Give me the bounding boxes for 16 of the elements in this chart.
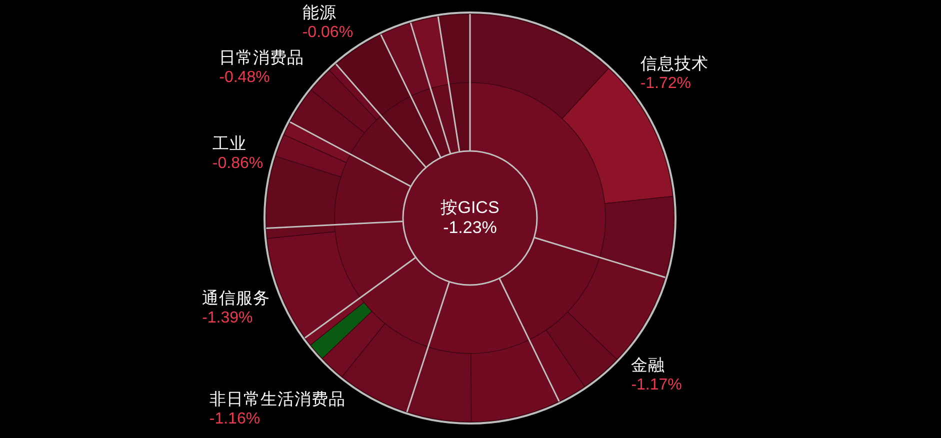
slice-label: 日常消费品 (219, 48, 304, 67)
text: 按GICS (440, 198, 500, 217)
text: -1.72% (640, 74, 692, 92)
text: -1.23% (443, 218, 497, 237)
text: -0.86% (212, 154, 264, 172)
slice-label: 通信服务 (202, 288, 270, 308)
text: -1.17% (631, 376, 682, 394)
slice-label: 非日常生活消费品 (209, 390, 346, 409)
text: -0.48% (219, 68, 270, 86)
text: -1.39% (202, 310, 253, 327)
text: -0.06% (302, 24, 354, 42)
slice-label: 金融 (631, 356, 666, 375)
slice-label: 工业 (212, 134, 246, 153)
text: -1.16% (209, 410, 260, 428)
slice-label: 能源 (302, 4, 336, 22)
slice-label: 信息技术 (640, 54, 708, 73)
